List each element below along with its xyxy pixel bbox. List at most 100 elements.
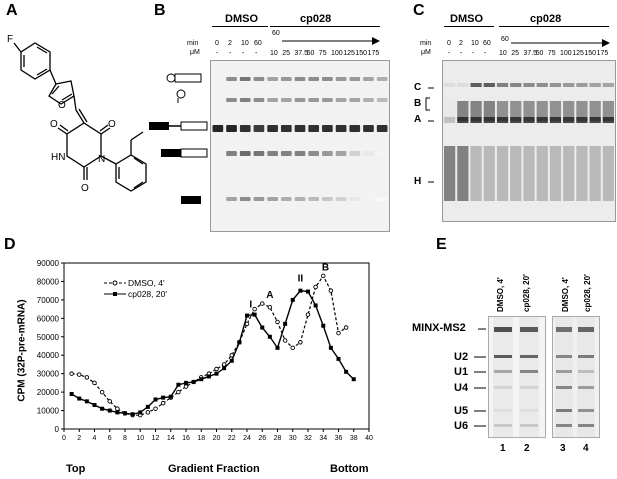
chemical-structure: F O O O O HN N (7, 34, 147, 194)
c-dmso-conc-3: - (484, 50, 487, 57)
chart-ytick-label: 10000 (37, 407, 60, 416)
gel-b-band (294, 151, 306, 156)
gel-e-left (488, 316, 546, 438)
chart-ytick-label: 90000 (37, 259, 60, 268)
gel-b-band (308, 197, 320, 201)
gel-b-band (376, 197, 388, 201)
gel-c-band-a (510, 117, 522, 123)
chart-peak-label: B (322, 262, 329, 273)
b-dmso-conc-0: - (216, 50, 219, 57)
gel-c-band-a (523, 117, 535, 123)
gel-b-band (226, 98, 237, 102)
c-cp-underline (499, 26, 609, 27)
gel-c-smear-h (549, 146, 562, 201)
chart-xtick-label: 14 (167, 435, 175, 442)
e-lane-number-4: 4 (583, 443, 589, 454)
gel-b-band (363, 98, 374, 102)
gel-b-band (322, 151, 333, 156)
b-row-min: min (187, 40, 199, 47)
gel-c-band-c (470, 83, 482, 87)
chart-point-dmso (153, 406, 158, 411)
e-lane2-band (520, 327, 538, 332)
chart-x-bottom: Bottom (330, 463, 369, 475)
gel-c-band-c (536, 83, 548, 87)
chart-point-cp028 (351, 377, 356, 382)
gel-b-band (335, 151, 347, 156)
e-lane4-band (578, 386, 594, 389)
e-lane4-band (578, 409, 594, 412)
b-cp-time: 60 (272, 30, 280, 37)
chart-point-dmso (305, 312, 311, 317)
carbonyl-o-right: O (108, 119, 116, 130)
c-cp-conc-2: 37.5 (523, 50, 538, 57)
chart-peak-label: II (298, 273, 304, 284)
chart-point-dmso (160, 400, 166, 406)
gel-b-band (322, 125, 333, 132)
chart-x-top: Top (66, 463, 86, 475)
gel-b-band (239, 77, 251, 81)
gel-b-band (280, 197, 292, 201)
chart-peak-label: A (266, 290, 273, 301)
gel-b-band (280, 98, 292, 102)
gel-b-band (267, 77, 278, 81)
b-dmso-label: DMSO (225, 13, 258, 25)
gel-c-band-b (589, 101, 601, 121)
e-lane4-band (578, 424, 594, 427)
gel-b-band (239, 125, 251, 132)
e-lane1-band (494, 386, 512, 389)
chart-xtick-label: 8 (123, 435, 127, 442)
gel-b-band (335, 197, 347, 201)
gel-c-band-b (523, 101, 535, 121)
gel-b-band (349, 98, 361, 102)
gel-c-band-a (457, 117, 469, 123)
chart-peak-label: I (249, 299, 252, 310)
chart-xtick-label: 16 (182, 435, 190, 442)
chart-xtick-label: 4 (93, 435, 97, 442)
gel-b-band (308, 125, 320, 132)
b-time-2: 10 (241, 40, 249, 47)
b-cp-conc-5: 100 (331, 50, 343, 57)
gel-b-band (294, 125, 306, 132)
e-lane2-band (520, 355, 538, 358)
e-lane-number-3: 3 (560, 443, 566, 454)
chart-point-cp028 (290, 297, 295, 302)
gel-c-band-b (602, 101, 614, 121)
chart-point-dmso (321, 273, 326, 279)
legend-marker-0 (112, 280, 118, 286)
e-band-minx: MINX-MS2 (412, 322, 466, 334)
chart-ytick-label: 60000 (37, 314, 60, 323)
chart-point-cp028 (229, 358, 234, 363)
chart-point-dmso (282, 338, 288, 343)
c-complex-b: B (414, 98, 422, 109)
gel-c-band-c (510, 83, 522, 87)
chart-ytick-label: 20000 (37, 388, 60, 397)
gel-b-band (363, 77, 374, 81)
gel-c-band-b (576, 101, 588, 121)
gel-c-smear-h (523, 146, 535, 201)
chart-point-cp028 (100, 406, 105, 411)
b-cp028-label: cp028 (300, 13, 332, 25)
gel-b-band (253, 151, 265, 156)
chart-xtick-label: 18 (197, 435, 205, 442)
b-cp-conc-6: 125 (343, 50, 355, 57)
c-cp028-label: cp028 (530, 13, 562, 25)
chart-ytick-label: 80000 (37, 277, 60, 286)
chart-xtick-label: 26 (258, 435, 266, 442)
gel-b-band (267, 98, 278, 102)
chart-point-dmso (99, 389, 105, 395)
e-lane3-band (556, 386, 572, 389)
gel-c-smear-h (444, 146, 456, 201)
gel-b-band (335, 125, 347, 132)
chart-point-dmso (76, 372, 82, 377)
panel-b-letter: B (154, 2, 166, 19)
chart-point-cp028 (313, 303, 318, 308)
c-dmso-conc-2: - (472, 50, 475, 57)
chart-point-cp028 (260, 325, 265, 330)
gel-c-band-b (457, 101, 469, 121)
gel-c-band-a (602, 117, 614, 123)
gel-c-band-c (602, 83, 614, 87)
gel-b-band (226, 125, 237, 132)
e-lane4-lane (577, 317, 595, 437)
